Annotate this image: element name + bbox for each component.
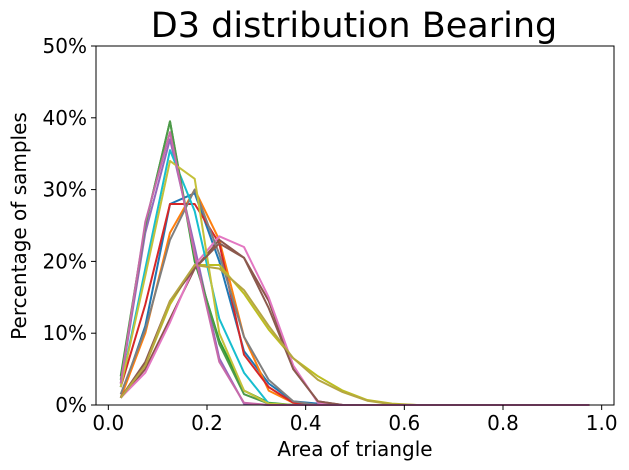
x-tick-label: 0.4	[290, 411, 322, 435]
x-axis-label: Area of triangle	[277, 437, 432, 461]
series-line-2	[119, 188, 590, 406]
y-tick-label: 50%	[43, 34, 87, 58]
y-axis: 0% 10% 20% 30% 40% 50%	[43, 34, 96, 417]
y-axis-label: Percentage of samples	[7, 112, 31, 340]
x-axis: 0.0 0.2 0.4 0.6 0.8 1.0	[92, 405, 618, 435]
series-line-9	[119, 264, 590, 406]
series-line-3	[119, 120, 590, 406]
plot-frame	[95, 45, 615, 406]
series-line-11	[119, 120, 590, 406]
y-tick-label: 30%	[43, 178, 87, 202]
x-tick-label: 1.0	[586, 411, 618, 435]
y-tick-label: 0%	[55, 393, 87, 417]
x-tick-label: 0.0	[92, 411, 124, 435]
series-line-7	[119, 235, 590, 406]
series-line-13	[119, 242, 590, 406]
y-tick-label: 40%	[43, 106, 87, 130]
series-line-1	[119, 192, 590, 406]
x-tick-label: 0.6	[388, 411, 420, 435]
x-tick-label: 0.8	[487, 411, 519, 435]
chart-title: D3 distribution Bearing	[151, 6, 557, 46]
y-tick-label: 20%	[43, 249, 87, 273]
series-line-6	[119, 238, 590, 406]
y-tick-label: 10%	[43, 321, 87, 345]
series-line-14	[119, 264, 590, 406]
x-tick-label: 0.2	[191, 411, 223, 435]
series-line-8	[119, 188, 590, 406]
series-layer	[119, 120, 590, 406]
series-line-15	[119, 131, 590, 406]
